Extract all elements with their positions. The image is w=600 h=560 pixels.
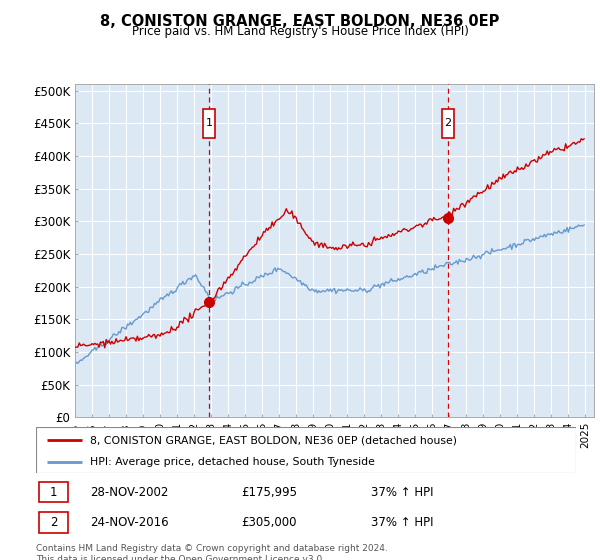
Text: 37% ↑ HPI: 37% ↑ HPI — [371, 486, 433, 499]
FancyBboxPatch shape — [203, 109, 215, 138]
Text: 8, CONISTON GRANGE, EAST BOLDON, NE36 0EP (detached house): 8, CONISTON GRANGE, EAST BOLDON, NE36 0E… — [90, 435, 457, 445]
FancyBboxPatch shape — [442, 109, 454, 138]
Text: HPI: Average price, detached house, South Tyneside: HPI: Average price, detached house, Sout… — [90, 457, 375, 466]
Text: 1: 1 — [50, 486, 58, 499]
Text: 8, CONISTON GRANGE, EAST BOLDON, NE36 0EP: 8, CONISTON GRANGE, EAST BOLDON, NE36 0E… — [100, 14, 500, 29]
Bar — [39, 482, 68, 502]
Text: 37% ↑ HPI: 37% ↑ HPI — [371, 516, 433, 529]
Text: 24-NOV-2016: 24-NOV-2016 — [90, 516, 169, 529]
Text: 2: 2 — [444, 118, 451, 128]
Text: 2: 2 — [50, 516, 58, 529]
Text: 28-NOV-2002: 28-NOV-2002 — [90, 486, 169, 499]
Text: 1: 1 — [206, 118, 213, 128]
Bar — [39, 512, 68, 533]
Text: Price paid vs. HM Land Registry's House Price Index (HPI): Price paid vs. HM Land Registry's House … — [131, 25, 469, 38]
Text: £175,995: £175,995 — [241, 486, 297, 499]
Text: £305,000: £305,000 — [241, 516, 296, 529]
Text: Contains HM Land Registry data © Crown copyright and database right 2024.
This d: Contains HM Land Registry data © Crown c… — [36, 544, 388, 560]
